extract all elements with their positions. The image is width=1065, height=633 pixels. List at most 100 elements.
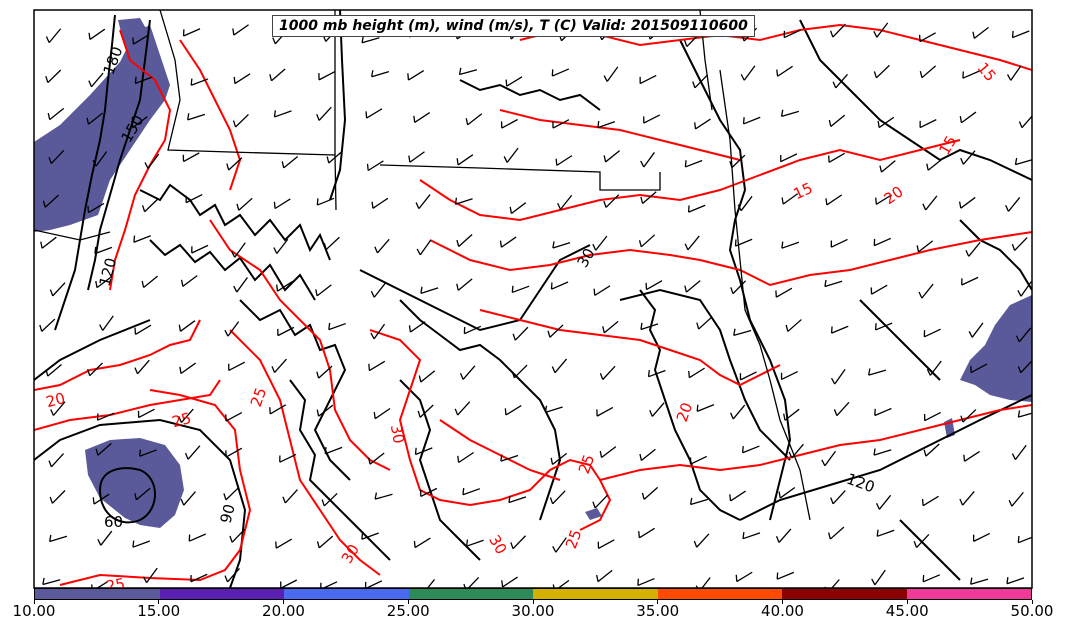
wind-barb bbox=[1011, 237, 1028, 251]
wind-barb bbox=[776, 571, 795, 580]
colorbar-tick bbox=[283, 600, 284, 604]
wind-barb bbox=[269, 404, 287, 415]
wind-barb bbox=[316, 404, 334, 417]
wind-barb bbox=[141, 198, 159, 213]
wind-barb bbox=[972, 26, 989, 39]
wind-barb bbox=[970, 363, 988, 374]
wind-barb bbox=[236, 197, 253, 211]
wind-barb bbox=[918, 283, 934, 299]
wind-barb bbox=[420, 286, 439, 294]
wind-barb bbox=[276, 280, 293, 292]
wind-barb bbox=[689, 497, 709, 506]
wind-barb bbox=[458, 67, 478, 76]
wind-barb bbox=[544, 405, 563, 413]
wind-barb bbox=[1011, 444, 1027, 460]
wind-barb bbox=[87, 202, 105, 214]
wind-barb bbox=[602, 320, 619, 334]
wind-barb bbox=[374, 492, 393, 500]
wind-barb bbox=[178, 320, 196, 332]
wind-barb bbox=[316, 197, 335, 206]
colorbar-tick bbox=[906, 600, 908, 604]
wind-barb bbox=[776, 65, 793, 77]
wind-barb bbox=[185, 193, 203, 204]
wind-barb bbox=[269, 68, 286, 82]
wind-barb bbox=[132, 34, 150, 45]
wind-barb bbox=[465, 113, 483, 126]
wind-barb bbox=[552, 119, 570, 129]
wind-barb bbox=[696, 404, 715, 412]
wind-barb bbox=[271, 358, 287, 373]
wind-barb bbox=[457, 451, 474, 464]
wind-barb bbox=[1015, 327, 1032, 343]
colorbar bbox=[34, 588, 1032, 600]
temp-label-15-ne: 15 bbox=[974, 59, 1000, 85]
temp-label-15-north: 15 bbox=[935, 133, 960, 159]
wind-barb bbox=[184, 445, 201, 460]
wind-barb bbox=[224, 568, 240, 583]
wind-barb bbox=[694, 118, 711, 130]
wind-barb bbox=[603, 194, 620, 208]
wind-barb bbox=[742, 531, 761, 540]
wind-barb bbox=[785, 319, 802, 332]
wind-barb bbox=[365, 108, 383, 119]
wind-barb bbox=[132, 540, 151, 548]
colorbar-tick bbox=[782, 600, 783, 604]
wind-barb bbox=[730, 280, 747, 295]
wind-barb bbox=[740, 65, 756, 81]
wind-barb bbox=[505, 76, 523, 87]
wind-barb bbox=[139, 449, 157, 457]
wind-barb bbox=[454, 401, 471, 416]
wind-barb bbox=[49, 490, 66, 504]
wind-barb bbox=[549, 490, 566, 505]
wind-barb bbox=[418, 370, 436, 383]
wind-barb bbox=[960, 150, 976, 165]
temp-label-25-south: 25 bbox=[575, 452, 598, 476]
wind-barb bbox=[368, 360, 386, 372]
wind-fill-top bbox=[118, 18, 148, 50]
wind-barb bbox=[783, 408, 800, 421]
colorbar-tick-label: 45.00 bbox=[885, 602, 929, 620]
colorbar-tick-label: 20.00 bbox=[262, 602, 305, 620]
wind-barb bbox=[96, 412, 115, 421]
wind-barb bbox=[47, 107, 65, 121]
wind-barb bbox=[500, 118, 518, 129]
wind-barb bbox=[923, 328, 941, 338]
wind-barb bbox=[273, 110, 292, 118]
wind-barb bbox=[965, 242, 981, 257]
wind-barb bbox=[557, 194, 573, 210]
wind-barb bbox=[49, 534, 68, 543]
wind-barb bbox=[873, 64, 890, 79]
wind-barb bbox=[368, 452, 385, 465]
wind-barb bbox=[828, 526, 845, 540]
wind-barb bbox=[734, 238, 753, 247]
temp-label-20-center: 20 bbox=[673, 400, 696, 424]
height-label-120: 120 bbox=[96, 256, 121, 288]
wind-barb bbox=[1017, 281, 1032, 297]
wind-barb bbox=[645, 280, 663, 291]
wind-barb bbox=[144, 153, 160, 169]
wind-barb bbox=[178, 408, 194, 423]
colorbar-segment bbox=[284, 589, 409, 599]
wind-barb bbox=[647, 369, 666, 378]
wind-barb bbox=[552, 537, 567, 553]
wind-barb bbox=[42, 194, 60, 208]
wind-barb bbox=[599, 365, 616, 380]
wind-barb bbox=[1014, 157, 1032, 166]
wind-barb bbox=[830, 325, 849, 334]
wind-barb bbox=[918, 32, 936, 43]
wind-barb bbox=[780, 109, 800, 118]
temp-label-25-west: 25 bbox=[170, 409, 193, 431]
wind-barb bbox=[643, 114, 661, 124]
wind-barb bbox=[962, 70, 980, 79]
wind-barb bbox=[280, 579, 298, 588]
wind-barb bbox=[684, 235, 700, 251]
wind-barb bbox=[233, 277, 248, 293]
wind-barb bbox=[778, 486, 796, 499]
wind-barb bbox=[825, 194, 843, 206]
wind-fill-low-center bbox=[85, 438, 184, 528]
wind-barb bbox=[921, 495, 939, 507]
wind-barb bbox=[689, 455, 707, 465]
wind-barb bbox=[876, 529, 895, 537]
wind-barb bbox=[323, 236, 340, 251]
wind-barb bbox=[223, 486, 240, 501]
